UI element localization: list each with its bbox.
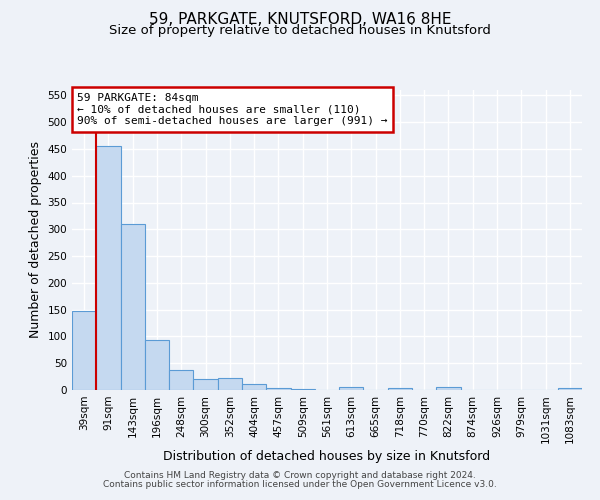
Bar	[436, 388, 461, 390]
Bar	[121, 224, 145, 390]
Bar	[96, 146, 121, 390]
Bar	[218, 378, 242, 390]
Bar	[558, 388, 582, 390]
Bar	[266, 388, 290, 390]
Bar	[193, 380, 218, 390]
Bar	[339, 387, 364, 390]
Bar	[388, 388, 412, 390]
Bar	[169, 370, 193, 390]
Bar	[145, 340, 169, 390]
Bar	[72, 310, 96, 390]
Text: Size of property relative to detached houses in Knutsford: Size of property relative to detached ho…	[109, 24, 491, 37]
Text: Contains public sector information licensed under the Open Government Licence v3: Contains public sector information licen…	[103, 480, 497, 489]
Text: 59 PARKGATE: 84sqm
← 10% of detached houses are smaller (110)
90% of semi-detach: 59 PARKGATE: 84sqm ← 10% of detached hou…	[77, 93, 388, 126]
Text: 59, PARKGATE, KNUTSFORD, WA16 8HE: 59, PARKGATE, KNUTSFORD, WA16 8HE	[149, 12, 451, 28]
X-axis label: Distribution of detached houses by size in Knutsford: Distribution of detached houses by size …	[163, 450, 491, 464]
Bar	[242, 384, 266, 390]
Y-axis label: Number of detached properties: Number of detached properties	[29, 142, 42, 338]
Text: Contains HM Land Registry data © Crown copyright and database right 2024.: Contains HM Land Registry data © Crown c…	[124, 471, 476, 480]
